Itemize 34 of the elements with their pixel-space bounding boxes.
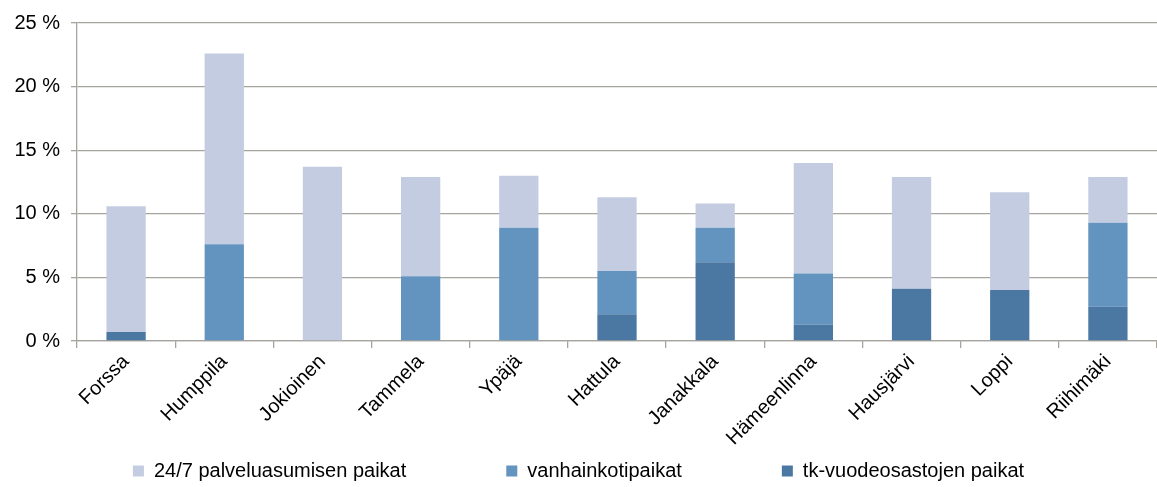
bar: [204, 244, 244, 341]
bar: [597, 271, 637, 315]
bar: [499, 175, 539, 228]
bar: [106, 206, 146, 333]
y-tick-label: 25 %: [14, 10, 61, 33]
legend-label: 24/7 palveluasumisen paikat: [153, 458, 407, 481]
bar: [204, 53, 244, 245]
bar: [891, 288, 932, 341]
bar: [302, 166, 343, 341]
legend-label: tk-vuodeosastojen paikat: [802, 458, 1025, 481]
bar: [1088, 222, 1128, 307]
bar: [1088, 176, 1128, 223]
y-tick-label: 15 %: [14, 137, 61, 160]
bar: [106, 332, 146, 341]
bar: [401, 276, 441, 341]
y-tick-label: 5 %: [25, 264, 61, 287]
bar: [1088, 306, 1128, 341]
bar: [597, 314, 637, 341]
bar: [597, 197, 637, 272]
bar: [793, 324, 833, 341]
bar: [793, 162, 833, 274]
y-tick-label: 20 %: [14, 74, 61, 97]
bar: [695, 227, 735, 263]
bar: [990, 192, 1030, 291]
y-tick-label: 10 %: [14, 201, 61, 224]
bar: [499, 227, 539, 341]
legend-label: vanhainkotipaikat: [527, 458, 683, 481]
bar: [695, 203, 735, 228]
bar: [793, 273, 833, 325]
y-tick-label: 0 %: [25, 328, 61, 351]
bar: [990, 290, 1030, 341]
bar: [891, 176, 932, 289]
bar: [695, 262, 735, 341]
bar: [401, 176, 441, 277]
